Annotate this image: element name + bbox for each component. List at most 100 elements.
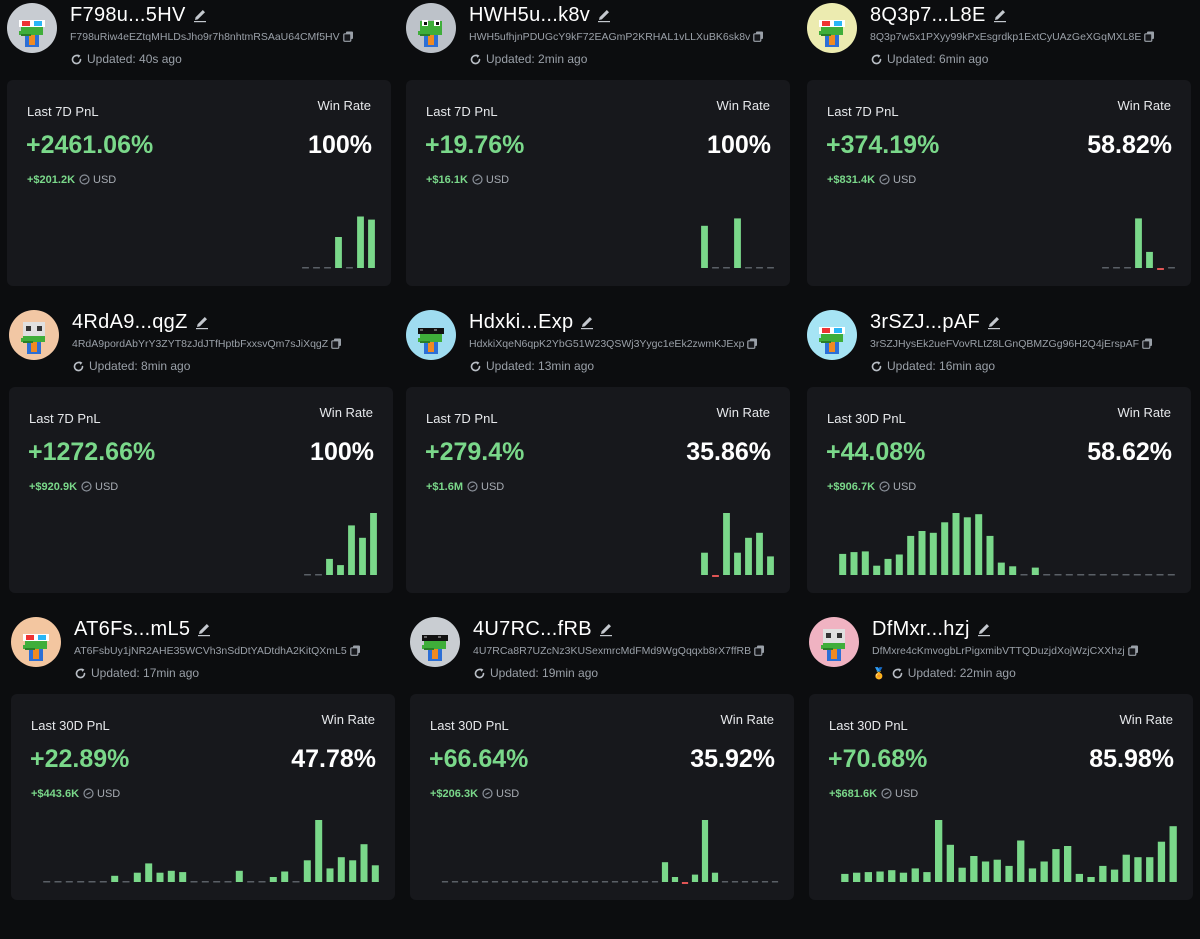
avatar[interactable] <box>9 310 59 360</box>
copy-icon[interactable] <box>349 645 361 659</box>
pnl-card[interactable]: Last 7D PnL Win Rate +2461.06% 100% +$201.2K… <box>7 80 391 286</box>
wallet-address-row: F798uRiw4eEZtqMHLDsJho9r7h8nhtmRSAaU64CM… <box>70 31 354 45</box>
pnl-bar-positive <box>895 554 903 575</box>
currency-icon <box>881 788 895 800</box>
wallet-header: 4RdA9...qgZ 4RdA9pordAbYrY3ZYT8zJdJTfHptb… <box>9 307 395 387</box>
currency-label: USD <box>893 174 917 186</box>
refresh-icon[interactable] <box>469 359 486 373</box>
wallet-tile[interactable]: AT6Fs...mL5 AT6FsbUy1jNR2AHE35WCVh3nSdDtY… <box>11 614 397 914</box>
wallet-tile[interactable]: Hdxki...Exp HdxkiXqeN6qpK2YbG51W23QSWj3Yy… <box>406 307 792 607</box>
copy-icon[interactable] <box>754 645 765 659</box>
pnl-bar-zero <box>767 267 774 269</box>
pnl-bar-zero <box>491 881 499 883</box>
pnl-bar-positive <box>360 844 368 882</box>
currency-icon <box>482 788 496 800</box>
copy-icon[interactable] <box>342 31 354 45</box>
pnl-period-label: Last 30D PnL <box>829 718 908 733</box>
avatar[interactable] <box>406 310 456 360</box>
edit-icon[interactable] <box>192 6 208 29</box>
pnl-card[interactable]: Last 30D PnL Win Rate +22.89% 47.78% +$443.6… <box>11 694 395 900</box>
wallet-name: HWH5u...k8v <box>469 4 591 26</box>
pnl-card[interactable]: Last 7D PnL Win Rate +374.19% 58.82% +$831.4… <box>807 80 1191 286</box>
pnl-bar-positive <box>701 552 708 575</box>
pnl-card[interactable]: Last 30D PnL Win Rate +44.08% 58.62% +$906.7… <box>807 387 1191 593</box>
refresh-icon[interactable] <box>469 52 486 66</box>
edit-icon[interactable] <box>196 620 212 643</box>
pnl-period-label: Last 30D PnL <box>827 411 906 426</box>
pnl-usd-amount: +$831.4K <box>827 174 876 186</box>
pnl-card[interactable]: Last 7D PnL Win Rate +19.76% 100% +$16.1K USD <box>406 80 790 286</box>
wallet-address: F798uRiw4eEZtqMHLDsJho9r7h8nhtmRSAaU64CM… <box>70 31 340 43</box>
avatar[interactable] <box>809 617 859 667</box>
avatar[interactable] <box>7 3 57 53</box>
win-rate-value: 100% <box>707 131 771 159</box>
wallet-tile[interactable]: DfMxr...hzj DfMxre4cKmvogbLrPigxmibVTTQDu… <box>809 614 1195 914</box>
pnl-bar-zero <box>258 881 266 883</box>
edit-icon[interactable] <box>598 620 614 643</box>
wallet-tile[interactable]: 8Q3p7...L8E 8Q3p7w5x1PXyy99kPxEsgrdkp1Ext… <box>807 0 1193 300</box>
edit-icon[interactable] <box>579 313 595 336</box>
wallet-header: HWH5u...k8v HWH5ufhjnPDUGcY9kF72EAGmP2KRH… <box>406 0 792 80</box>
pnl-bar-positive <box>111 875 119 882</box>
wallet-header: AT6Fs...mL5 AT6FsbUy1jNR2AHE35WCVh3nSdDtY… <box>11 614 397 694</box>
refresh-icon[interactable] <box>870 52 887 66</box>
wallet-tile[interactable]: HWH5u...k8v HWH5ufhjnPDUGcY9kF72EAGmP2KRH… <box>406 0 792 300</box>
pnl-bar-positive <box>946 844 954 882</box>
avatar[interactable] <box>410 617 460 667</box>
copy-icon[interactable] <box>753 31 764 45</box>
pnl-bar-zero <box>99 881 107 883</box>
copy-icon[interactable] <box>747 338 758 352</box>
pnl-percent: +22.89% <box>30 745 130 773</box>
refresh-icon[interactable] <box>473 666 490 680</box>
wallet-tile[interactable]: 4RdA9...qgZ 4RdA9pordAbYrY3ZYT8zJdJTfHptb… <box>9 307 395 607</box>
pnl-card[interactable]: Last 7D PnL Win Rate +279.4% 35.86% +$1.6M US… <box>406 387 790 593</box>
refresh-icon[interactable] <box>74 666 91 680</box>
edit-icon[interactable] <box>992 6 1008 29</box>
wallet-tile[interactable]: F798u...5HV F798uRiw4eEZtqMHLDsJho9r7h8nh… <box>7 0 393 300</box>
edit-icon[interactable] <box>596 6 612 29</box>
pnl-card[interactable]: Last 30D PnL Win Rate +70.68% 85.98% +$681.6… <box>809 694 1193 900</box>
avatar[interactable] <box>807 310 857 360</box>
pnl-bar-zero <box>1168 267 1175 269</box>
pnl-bar-zero <box>501 881 509 883</box>
copy-icon[interactable] <box>1127 645 1139 659</box>
currency-icon <box>879 481 893 493</box>
pnl-period-label: Last 30D PnL <box>31 718 110 733</box>
edit-icon[interactable] <box>986 313 1002 336</box>
avatar[interactable] <box>11 617 61 667</box>
updated-time: Updated: 17min ago <box>91 666 200 680</box>
wallet-tile[interactable]: 4U7RC...fRB 4U7RCa8R7UZcNz3KUSexmrcMdFMd9… <box>410 614 796 914</box>
wallet-tile[interactable]: 3rSZJ...pAF 3rSZJHysEk2ueFVovRLtZ8LGnQBMZ… <box>807 307 1193 607</box>
copy-icon[interactable] <box>1142 338 1153 352</box>
wallet-address: HWH5ufhjnPDUGcY9kF72EAGmP2KRHAL1vLLXuBK6… <box>469 31 751 43</box>
wallet-name: 4RdA9...qgZ <box>72 311 188 333</box>
pnl-card[interactable]: Last 30D PnL Win Rate +66.64% 35.92% +$206.3… <box>410 694 794 900</box>
pnl-bar-positive <box>357 216 364 268</box>
avatar[interactable] <box>807 3 857 53</box>
pnl-percent: +19.76% <box>425 131 525 159</box>
pnl-bar-positive <box>861 551 869 575</box>
refresh-icon[interactable] <box>70 52 87 66</box>
win-rate-value: 100% <box>308 131 372 159</box>
avatar[interactable] <box>406 3 456 53</box>
pnl-bar-zero <box>571 881 579 883</box>
pnl-percent: +2461.06% <box>26 131 154 159</box>
refresh-icon[interactable] <box>72 359 89 373</box>
pnl-bar-positive <box>1005 865 1013 882</box>
win-rate-label: Win Rate <box>720 712 774 727</box>
edit-icon[interactable] <box>976 620 992 643</box>
pnl-bar-positive <box>884 558 892 575</box>
copy-icon[interactable] <box>331 338 342 352</box>
pnl-bar-positive <box>235 870 243 882</box>
copy-icon[interactable] <box>1144 31 1155 45</box>
wallet-address: 4U7RCa8R7UZcNz3KUSexmrcMdFMd9WgQqqxb8rX7… <box>473 645 752 657</box>
pnl-usd-amount: +$920.9K <box>29 481 78 493</box>
wallet-header: 8Q3p7...L8E 8Q3p7w5x1PXyy99kPxEsgrdkp1Ext… <box>807 0 1193 80</box>
edit-icon[interactable] <box>194 313 210 336</box>
refresh-icon[interactable] <box>891 666 908 680</box>
pnl-card[interactable]: Last 7D PnL Win Rate +1272.66% 100% +$920.9K… <box>9 387 393 593</box>
refresh-icon[interactable] <box>870 359 887 373</box>
pnl-bar-positive <box>963 517 971 575</box>
wallet-name: DfMxr...hzj <box>872 618 970 640</box>
pnl-bar-positive <box>958 867 966 882</box>
